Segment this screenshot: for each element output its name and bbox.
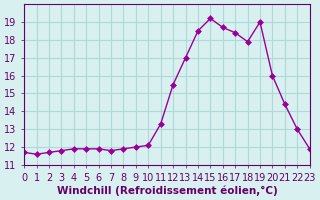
X-axis label: Windchill (Refroidissement éolien,°C): Windchill (Refroidissement éolien,°C) xyxy=(57,185,277,196)
